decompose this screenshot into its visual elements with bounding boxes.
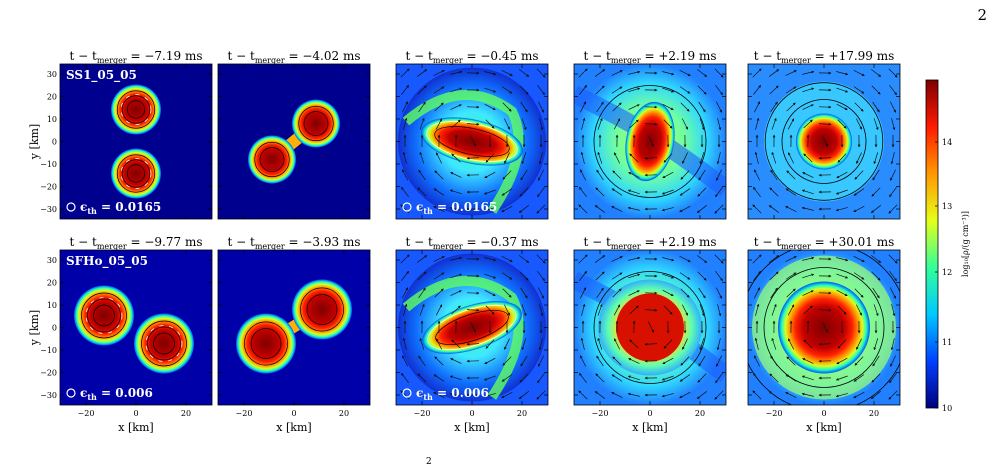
x-tick-label: 20	[869, 409, 879, 418]
colorbar-tick-label: 12	[942, 268, 952, 277]
y-tick-label: 30	[47, 256, 57, 265]
y-tick-label: 20	[47, 93, 57, 102]
panel-time-label: t − tmerger = −0.45 ms	[406, 49, 539, 65]
model-label: SS1_05_05	[66, 68, 137, 83]
y-tick-label: 0	[52, 138, 57, 147]
x-tick-label: 0	[469, 409, 474, 418]
x-tick-label: −20	[766, 409, 783, 418]
colorbar-tick-label: 13	[942, 202, 952, 211]
epsilon-label: ϵth = 0.0165	[416, 200, 497, 216]
panel-time-label: t − tmerger = −7.19 ms	[70, 49, 203, 65]
x-tick-label: −20	[414, 409, 431, 418]
colorbar	[925, 79, 939, 409]
x-tick-label: −20	[592, 409, 609, 418]
y-tick-label: −30	[40, 205, 57, 214]
panel-time-label: t − tmerger = −3.93 ms	[228, 235, 361, 251]
y-tick-label: −20	[40, 183, 57, 192]
y-tick-label: 0	[52, 324, 57, 333]
y-tick-label: −30	[40, 391, 57, 400]
x-tick-label: 20	[517, 409, 527, 418]
density-panel: t − tmerger = +2.19 ms −20 0 20 x [km]	[573, 235, 727, 434]
y-tick-label: −10	[40, 160, 57, 169]
panel-time-label: t − tmerger = +2.19 ms	[584, 49, 717, 65]
density-panel: t − tmerger = −0.45 ms ϵth = 0.0165	[395, 49, 549, 220]
y-tick-label: −20	[40, 369, 57, 378]
density-panel: t − tmerger = +2.19 ms	[573, 49, 727, 220]
y-tick-label: 20	[47, 279, 57, 288]
panel-time-label: t − tmerger = −4.02 ms	[228, 49, 361, 65]
colorbar-tick-label: 14	[942, 138, 952, 147]
footer-fragment: 2	[426, 457, 432, 467]
x-tick-label: 0	[821, 409, 826, 418]
panel-time-label: t − tmerger = −9.77 ms	[70, 235, 203, 251]
x-tick-label: 20	[181, 409, 191, 418]
colorbar-tick-label: 10	[942, 404, 952, 413]
y-tick-label: 30	[47, 70, 57, 79]
x-tick-label: 20	[695, 409, 705, 418]
colorbar-tick-label: 11	[942, 338, 952, 347]
colorbar-label: log₁₀[ρ/(g cm⁻³)]	[961, 211, 970, 277]
density-panel: t − tmerger = +17.99 ms	[747, 49, 901, 220]
y-axis-label: y [km]	[28, 124, 41, 160]
density-panel: t − tmerger = −7.19 ms 30 20 10 0 −10 −20 −30 y …	[28, 49, 213, 220]
x-axis-label: x [km]	[276, 421, 311, 434]
x-axis-label: x [km]	[454, 421, 489, 434]
panel-time-label: t − tmerger = −0.37 ms	[406, 235, 539, 251]
panel-time-label: t − tmerger = +17.99 ms	[754, 49, 895, 65]
page-number: 2	[977, 6, 987, 24]
y-tick-label: 10	[47, 301, 57, 310]
x-axis-label: x [km]	[806, 421, 841, 434]
y-tick-label: 10	[47, 115, 57, 124]
panel-time-label: t − tmerger = +30.01 ms	[754, 235, 895, 251]
epsilon-label: ϵth = 0.0165	[80, 200, 161, 216]
epsilon-label: ϵth = 0.006	[416, 386, 489, 402]
density-panel: t − tmerger = −9.77 ms 30 20 10 0 −10 −20 −30 −2…	[28, 235, 213, 434]
density-panel: t − tmerger = +30.01 ms −20 0 20 x [km]	[747, 235, 901, 434]
model-label: SFHo_05_05	[66, 254, 148, 269]
x-tick-label: −20	[236, 409, 253, 418]
x-axis-label: x [km]	[632, 421, 667, 434]
x-tick-label: 0	[133, 409, 138, 418]
epsilon-label: ϵth = 0.006	[80, 386, 153, 402]
x-tick-label: −20	[78, 409, 95, 418]
x-tick-label: 0	[647, 409, 652, 418]
x-axis-label: x [km]	[118, 421, 153, 434]
density-panel: t − tmerger = −0.37 ms −20 0 20 x [km] ϵth = …	[395, 235, 549, 434]
density-panel: t − tmerger = −4.02 ms	[217, 49, 371, 220]
density-panel: t − tmerger = −3.93 ms −20 0 20 x [km]	[217, 235, 371, 434]
x-tick-label: 0	[291, 409, 296, 418]
panel-time-label: t − tmerger = +2.19 ms	[584, 235, 717, 251]
y-axis-label: y [km]	[28, 310, 41, 346]
y-tick-label: −10	[40, 346, 57, 355]
x-tick-label: 20	[339, 409, 349, 418]
